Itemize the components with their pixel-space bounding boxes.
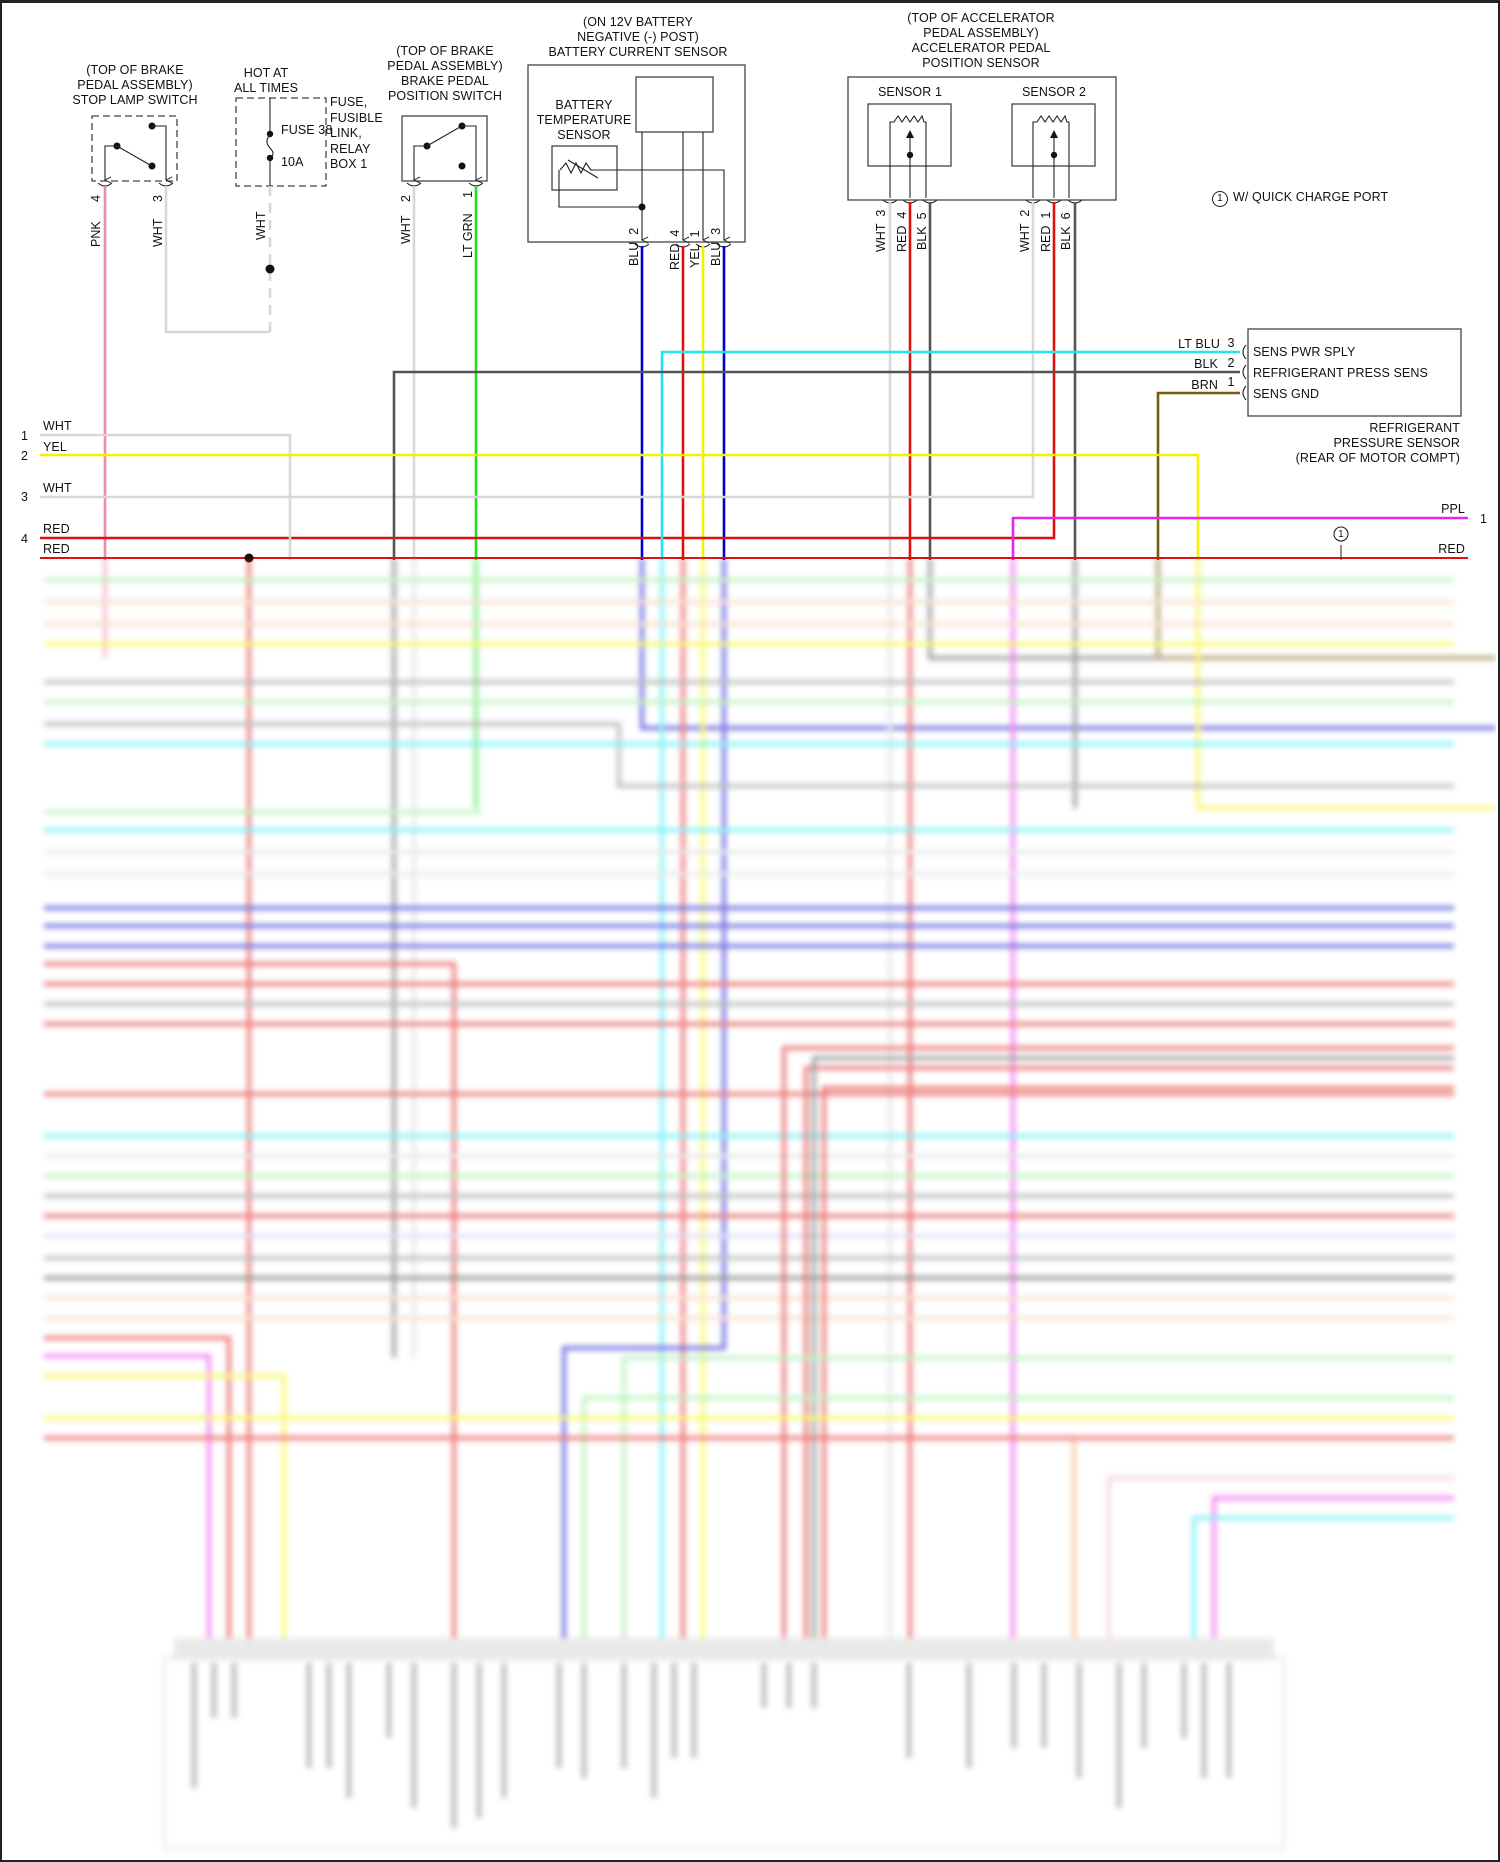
pin-number-label: 3 [1227, 336, 1235, 350]
refrigerant-pressure-sensor [1242, 328, 1462, 417]
wire-color-label: PNK [89, 221, 103, 247]
wire-color-label: LT GRN [461, 213, 475, 258]
pin-label: RED 1 [1039, 211, 1053, 252]
brake-pedal-position-switch [401, 115, 488, 187]
wire-color-label: LT BLU [1178, 337, 1220, 351]
row-wire-color: WHT [43, 481, 72, 495]
pin-label: YEL 1 [688, 230, 702, 268]
wire-color-label: WHT [151, 218, 165, 247]
battery-current-sensor-title: (ON 12V BATTERY NEGATIVE (-) POST) BATTE… [548, 15, 728, 59]
wire-color-label: WHT [399, 215, 413, 244]
wire-color-label: WHT [254, 211, 268, 240]
pin-label: BLU 3 [709, 227, 723, 266]
row-wire-color: WHT [43, 419, 72, 433]
fuse-rating: 10A [281, 155, 304, 169]
fuse-number: FUSE 38 [281, 123, 333, 137]
fuse-box-label: FUSE, FUSIBLE LINK, RELAY BOX 1 [330, 95, 383, 171]
fuse-box [235, 97, 327, 187]
row-pin-number: 1 [1480, 512, 1488, 526]
row-wire-color: RED [1438, 542, 1465, 556]
battery-temperature-sensor-label: BATTERY TEMPERATURE SENSOR [536, 98, 632, 142]
brake-pedal-position-switch-title: (TOP OF BRAKE PEDAL ASSEMBLY) BRAKE PEDA… [387, 44, 503, 103]
pin-function-label: REFRIGERANT PRESS SENS [1253, 366, 1428, 380]
pin-number-label: 2 [1227, 356, 1235, 370]
wire-color-label: BRN [1191, 378, 1218, 392]
sensor2-label: SENSOR 2 [1021, 85, 1086, 99]
obscured-region [4, 558, 1496, 1857]
quick-charge-note: 1 W/ QUICK CHARGE PORT [1212, 190, 1388, 207]
stop-lamp-switch-title: (TOP OF BRAKE PEDAL ASSEMBLY) STOP LAMP … [72, 63, 198, 107]
pin-number-label: 1 [1227, 375, 1235, 389]
pin-number-label: 1 [461, 191, 475, 198]
pin-label: WHT 3 [874, 209, 888, 252]
pin-label: BLK 6 [1059, 212, 1073, 250]
row-pin-number: 4 [21, 532, 29, 546]
row-wire-color: RED [43, 542, 70, 556]
note-marker-icon: 1 [1212, 191, 1228, 207]
pin-label: BLU 2 [627, 227, 641, 266]
pin-number-label: 3 [151, 195, 165, 202]
obscured-wire-field [4, 558, 1496, 1857]
pin-number-label: 2 [399, 195, 413, 202]
battery-current-sensor [527, 64, 746, 248]
pin-label: BLK 5 [915, 212, 929, 250]
row-wire-color: YEL [43, 440, 67, 454]
wires-visible [40, 186, 1468, 563]
refrigerant-pressure-sensor-title: REFRIGERANT PRESSURE SENSOR (REAR OF MOT… [1295, 421, 1460, 465]
row-wire-color: RED [43, 522, 70, 536]
pin-function-label: SENS PWR SPLY [1253, 345, 1356, 359]
row-wire-color: PPL [1441, 502, 1465, 516]
pin-number-label: 4 [89, 195, 103, 202]
quick-charge-marker: 1 [1338, 529, 1344, 540]
row-pin-number: 1 [21, 429, 29, 443]
pin-label: RED 4 [895, 211, 909, 252]
accelerator-pedal-position-sensor-title: (TOP OF ACCELERATOR PEDAL ASSEMBLY) ACCE… [907, 11, 1055, 70]
pin-label: RED 4 [668, 229, 682, 270]
pin-label: WHT 2 [1018, 209, 1032, 252]
pin-function-label: SENS GND [1253, 387, 1320, 401]
sensor1-label: SENSOR 1 [877, 85, 942, 99]
wire-color-label: BLK [1194, 357, 1218, 371]
row-pin-number: 2 [21, 449, 29, 463]
accelerator-pedal-position-sensor [847, 76, 1117, 204]
row-pin-number: 3 [21, 490, 29, 504]
stop-lamp-switch [91, 115, 178, 187]
fuse-hot-label: HOT AT ALL TIMES [233, 66, 299, 95]
